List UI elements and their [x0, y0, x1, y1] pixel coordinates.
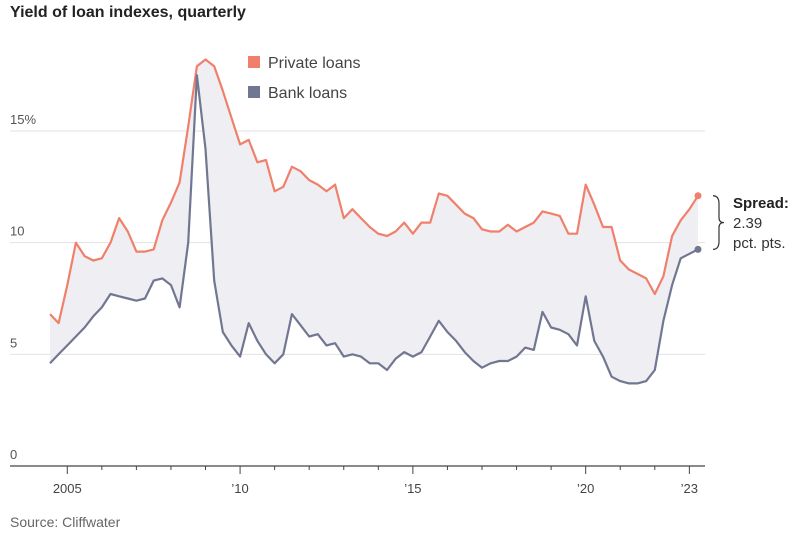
x-tick-label-2015: ’15	[404, 481, 421, 496]
annotation-brace	[712, 195, 725, 250]
series-end-point-bank-loans	[694, 245, 702, 253]
legend: Private loans Bank loans	[248, 55, 361, 102]
y-tick-label-10: 10	[10, 224, 24, 239]
y-tick-label-0: 0	[10, 447, 17, 462]
legend-swatch-private-loans	[248, 56, 260, 68]
chart-title: Yield of loan indexes, quarterly	[10, 4, 246, 21]
y-tick-label-5: 5	[10, 335, 17, 350]
spread-annotation: Spread: 2.39 pct. pts.	[712, 195, 789, 252]
spread-area	[50, 59, 698, 384]
x-tick-label-2023: ’23	[681, 481, 698, 496]
annotation-title: Spread:	[733, 195, 789, 212]
y-tick-label-15: 15%	[10, 112, 36, 127]
annotation-unit: pct. pts.	[733, 235, 786, 252]
x-tick-label-2020: ’20	[577, 481, 594, 496]
x-axis: 2005 ’10 ’15 ’20 ’23	[10, 465, 705, 496]
x-tick-label-2005: 2005	[53, 481, 82, 496]
chart-source: Source: Cliffwater	[10, 514, 121, 530]
legend-label-bank-loans: Bank loans	[268, 85, 347, 102]
series-layer	[49, 58, 702, 385]
series-end-point-private-loans	[694, 192, 702, 200]
series-line-private-loans	[49, 58, 699, 325]
annotation-value: 2.39	[733, 215, 762, 232]
series-line-bank-loans	[49, 74, 699, 385]
legend-label-private-loans: Private loans	[268, 55, 361, 72]
x-tick-label-2010: ’10	[231, 481, 248, 496]
legend-swatch-bank-loans	[248, 86, 260, 98]
